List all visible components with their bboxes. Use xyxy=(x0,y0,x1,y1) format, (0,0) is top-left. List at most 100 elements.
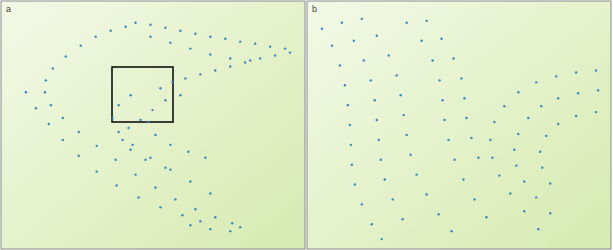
point xyxy=(539,151,541,153)
point xyxy=(595,111,597,113)
point xyxy=(111,117,113,119)
point xyxy=(169,168,171,170)
point xyxy=(209,192,211,194)
point xyxy=(124,26,126,28)
point xyxy=(171,81,173,83)
point xyxy=(425,20,427,22)
point xyxy=(380,159,382,161)
point xyxy=(339,64,341,66)
point xyxy=(341,22,343,24)
point xyxy=(169,41,171,43)
panel-label: a xyxy=(6,4,11,14)
point xyxy=(405,22,407,24)
point xyxy=(441,99,443,101)
point xyxy=(149,157,151,159)
point xyxy=(94,36,96,38)
panel-background xyxy=(1,1,305,249)
point xyxy=(194,208,196,210)
point xyxy=(399,94,401,96)
point xyxy=(164,166,166,168)
point xyxy=(577,92,579,94)
point xyxy=(62,117,64,119)
point xyxy=(189,224,191,226)
point xyxy=(549,212,551,214)
point xyxy=(199,220,201,222)
point xyxy=(117,104,119,106)
plot-frame xyxy=(307,1,611,249)
point xyxy=(509,192,511,194)
point xyxy=(151,109,153,111)
point xyxy=(402,114,404,116)
point xyxy=(491,157,493,159)
point xyxy=(144,159,146,161)
point xyxy=(284,47,286,49)
point xyxy=(420,39,422,41)
point xyxy=(209,228,211,230)
point xyxy=(370,79,372,81)
point xyxy=(50,104,52,106)
point xyxy=(371,223,373,225)
point xyxy=(214,69,216,71)
point xyxy=(503,105,505,107)
panel: b xyxy=(307,1,611,249)
point xyxy=(485,216,487,218)
point xyxy=(349,124,351,126)
point xyxy=(78,131,80,133)
point xyxy=(65,55,67,57)
point xyxy=(537,228,539,230)
point xyxy=(540,105,542,107)
point xyxy=(131,144,133,146)
point xyxy=(214,216,216,218)
point xyxy=(354,183,356,185)
points xyxy=(25,22,292,233)
point xyxy=(545,135,547,137)
point xyxy=(597,89,599,91)
point xyxy=(244,61,246,63)
panel-label: b xyxy=(312,4,317,14)
figure: ab xyxy=(0,0,613,250)
point xyxy=(239,40,241,42)
point xyxy=(164,99,166,101)
point xyxy=(259,57,261,59)
panel-background xyxy=(307,1,611,249)
point xyxy=(473,198,475,200)
point xyxy=(224,37,226,39)
plot-frame xyxy=(1,1,305,249)
point xyxy=(231,222,233,224)
point xyxy=(425,193,427,195)
point xyxy=(443,119,445,121)
point xyxy=(517,91,519,93)
point xyxy=(109,30,111,32)
point xyxy=(431,59,433,61)
point xyxy=(374,99,376,101)
point xyxy=(361,18,363,20)
point xyxy=(129,149,131,151)
point xyxy=(575,115,577,117)
point xyxy=(137,196,139,198)
point xyxy=(460,77,462,79)
point xyxy=(513,149,515,151)
point xyxy=(440,37,442,39)
point xyxy=(179,94,181,96)
point xyxy=(575,71,577,73)
point xyxy=(169,144,171,146)
point xyxy=(361,203,363,205)
point xyxy=(557,123,559,125)
point xyxy=(149,36,151,38)
point xyxy=(363,59,365,61)
point xyxy=(523,180,525,182)
point xyxy=(463,97,465,99)
points xyxy=(321,18,599,241)
point xyxy=(249,59,251,61)
point xyxy=(462,178,464,180)
point xyxy=(181,214,183,216)
point xyxy=(517,133,519,135)
point xyxy=(344,84,346,86)
point xyxy=(527,117,529,119)
point xyxy=(95,170,97,172)
point xyxy=(189,180,191,182)
point xyxy=(44,91,46,93)
point xyxy=(351,163,353,165)
point xyxy=(209,36,211,38)
point xyxy=(535,81,537,83)
